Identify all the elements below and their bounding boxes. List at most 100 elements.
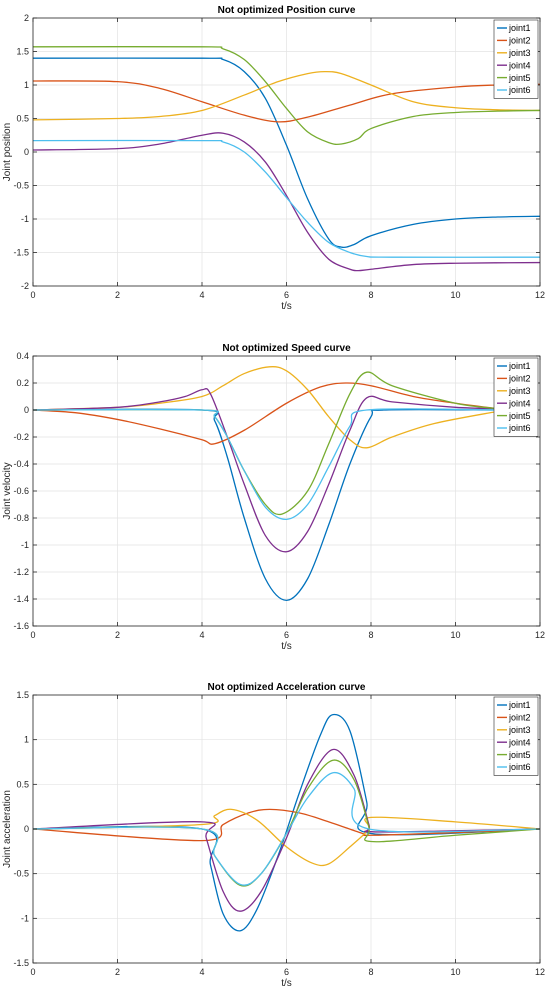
legend-label: joint5: [508, 750, 531, 760]
x-axis-label: t/s: [281, 978, 292, 989]
x-tick-label: 4: [199, 967, 204, 977]
x-tick-label: 6: [284, 290, 289, 300]
series-line-joint2: [33, 382, 498, 445]
series-line-joint3: [33, 808, 540, 867]
y-tick-label: -0.5: [13, 869, 29, 879]
chart-title: Not optimized Speed curve: [222, 343, 351, 354]
legend-label: joint4: [508, 398, 531, 408]
x-tick-label: 10: [450, 290, 460, 300]
series-line-joint6: [33, 139, 540, 258]
y-tick-label: -1: [21, 214, 29, 224]
y-tick-label: 0: [24, 405, 29, 415]
x-tick-label: 0: [30, 630, 35, 640]
x-tick-label: 10: [450, 630, 460, 640]
y-tick-label: 0.2: [16, 378, 29, 388]
legend-label: joint1: [508, 700, 531, 710]
series-line-joint3: [33, 366, 498, 449]
legend-label: joint3: [508, 48, 531, 58]
x-tick-label: 8: [368, 967, 373, 977]
y-tick-label: 1: [24, 735, 29, 745]
legend-label: joint2: [508, 36, 531, 46]
series-line-joint3: [33, 70, 540, 121]
x-tick-label: 2: [115, 630, 120, 640]
legend-label: joint4: [508, 737, 531, 747]
legend-label: joint5: [508, 73, 531, 83]
legend-label: joint2: [508, 713, 531, 723]
y-tick-label: -1.2: [13, 567, 29, 577]
series-line-joint1: [33, 408, 498, 601]
y-axis-label: Joint acceleration: [2, 790, 13, 868]
y-tick-label: -0.2: [13, 432, 29, 442]
y-tick-label: 0.5: [16, 779, 29, 789]
y-axis-label: Joint velocity: [2, 462, 13, 519]
series-line-joint6: [33, 771, 540, 886]
legend-label: joint5: [508, 411, 531, 421]
y-tick-label: 2: [24, 13, 29, 23]
x-tick-label: 2: [115, 967, 120, 977]
legend-label: joint3: [508, 725, 531, 735]
y-tick-label: -0.5: [13, 181, 29, 191]
y-tick-label: 0: [24, 147, 29, 157]
legend-label: joint2: [508, 374, 531, 384]
x-tick-label: 2: [115, 290, 120, 300]
series-line-joint6: [33, 408, 498, 521]
legend-label: joint1: [508, 361, 531, 371]
series-line-joint5: [33, 46, 540, 146]
y-axis-label: Joint position: [2, 123, 13, 181]
series-line-joint4: [33, 388, 498, 553]
y-tick-label: 1.5: [16, 690, 29, 700]
series-group: [33, 46, 540, 272]
chart-2: 0 2 4 6 8 10 12 -1.6 -1.4 -1.2 -1 -0.8 -0.6 -0.4 -0.2 0…: [2, 343, 545, 652]
legend: joint1 joint2 joint3 joint4 joint5 joint6: [493, 357, 539, 437]
x-tick-label: 6: [284, 967, 289, 977]
legend-box: [493, 357, 539, 437]
chart-title: Not optimized Position curve: [218, 5, 356, 16]
y-tick-label: -0.4: [13, 459, 29, 469]
legend-label: joint6: [508, 762, 531, 772]
x-tick-label: 12: [535, 290, 545, 300]
y-tick-label: -0.8: [13, 513, 29, 523]
legend-label: joint6: [508, 85, 531, 95]
legend: joint1 joint2 joint3 joint4 joint5 joint6: [493, 696, 539, 776]
y-tick-label: 1: [24, 80, 29, 90]
x-tick-label: 4: [199, 290, 204, 300]
chart-title: Not optimized Acceleration curve: [208, 682, 366, 693]
y-tick-label: -1.4: [13, 594, 29, 604]
chart-1: 0 2 4 6 8 10 12 -2 -1.5 -1 -0.5 0 0.5 1 1.5 2 Not optimi…: [2, 5, 545, 312]
series-line-joint2: [33, 80, 540, 123]
x-tick-label: 8: [368, 630, 373, 640]
x-tick-label: 12: [535, 967, 545, 977]
y-tick-label: -1: [21, 540, 29, 550]
x-tick-label: 6: [284, 630, 289, 640]
x-tick-label: 0: [30, 290, 35, 300]
y-tick-label: -1.5: [13, 958, 29, 968]
series-group: [33, 713, 540, 932]
x-tick-label: 8: [368, 290, 373, 300]
y-tick-label: -0.6: [13, 486, 29, 496]
x-tick-label: 10: [450, 967, 460, 977]
y-tick-label: -1.6: [13, 621, 29, 631]
y-tick-label: -1: [21, 913, 29, 923]
y-tick-label: -2: [21, 281, 29, 291]
legend-label: joint1: [508, 23, 531, 33]
x-axis-label: t/s: [281, 301, 292, 312]
legend-label: joint6: [508, 423, 531, 433]
y-tick-label: 0: [24, 824, 29, 834]
legend-label: joint4: [508, 60, 531, 70]
legend-label: joint3: [508, 386, 531, 396]
y-tick-label: 0.4: [16, 351, 29, 361]
chart-3: 0 2 4 6 8 10 12 -1.5 -1 -0.5 0 0.5 1 1.5 Not optimized…: [2, 682, 545, 989]
legend: joint1 joint2 joint3 joint4 joint5 joint6: [493, 19, 539, 99]
x-axis-label: t/s: [281, 641, 292, 652]
x-tick-label: 12: [535, 630, 545, 640]
x-tick-label: 0: [30, 967, 35, 977]
y-tick-label: 0.5: [16, 114, 29, 124]
legend-box: [493, 696, 539, 776]
series-line-joint1: [33, 57, 540, 249]
y-tick-label: -1.5: [13, 248, 29, 258]
series-group: [33, 366, 498, 601]
x-tick-label: 4: [199, 630, 204, 640]
series-line-joint2: [33, 808, 540, 842]
legend-box: [493, 19, 539, 99]
